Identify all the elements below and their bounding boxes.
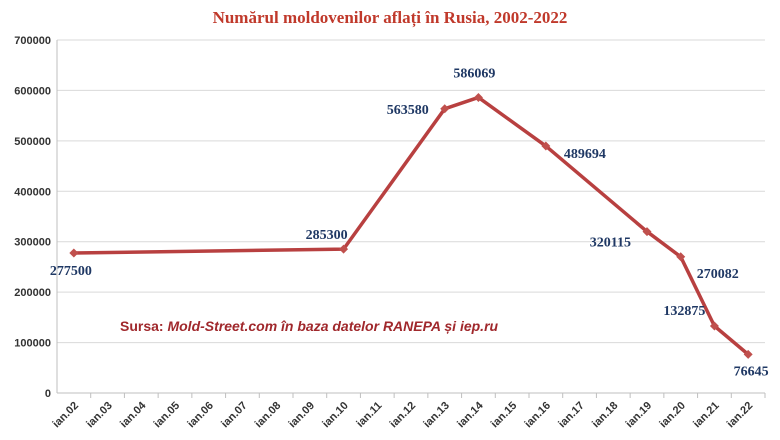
x-tick-label: ian.08	[253, 400, 284, 431]
x-tick-label: ian.12	[388, 400, 419, 431]
source-text: Mold-Street.com în baza datelor RANEPA ș…	[167, 318, 498, 334]
data-label: 563580	[387, 103, 429, 118]
data-point-marker	[339, 244, 349, 254]
data-point-marker	[440, 104, 450, 114]
x-tick-label: ian.10	[320, 400, 351, 431]
axes	[56, 40, 765, 394]
data-label: 132875	[663, 304, 705, 319]
x-tick-label: ian.15	[489, 400, 520, 431]
x-tick-label: ian.18	[590, 400, 621, 431]
y-tick-label: 600000	[14, 85, 51, 97]
x-tick-label: ian.05	[152, 400, 183, 431]
data-labels: 277500 285300 563580 586069 489694 320115 2700…	[50, 66, 769, 379]
chart-title: Numărul moldovenilor aflați în Rusia, 20…	[213, 8, 568, 28]
x-tick-label: ian.20	[657, 400, 688, 431]
x-tick-label: ian.02	[51, 400, 82, 431]
data-label: 586069	[453, 66, 495, 81]
data-label: 285300	[306, 228, 348, 243]
x-tick-label: ian.16	[523, 400, 554, 431]
x-tick-label: ian.06	[185, 400, 216, 431]
y-tick-label: 700000	[14, 35, 51, 47]
x-tick-label: ian.11	[354, 400, 384, 430]
x-axis-ticks: ian.02 ian.03 ian.04 ian.05 ian.06 ian.07 ian.…	[51, 393, 766, 431]
y-axis-ticks: 0 100000 200000 300000 400000 500000 600000 700…	[14, 35, 51, 400]
x-tick-label: ian.14	[455, 399, 486, 430]
y-tick-label: 100000	[14, 338, 51, 350]
gridlines	[57, 39, 765, 344]
data-label: 489694	[564, 147, 606, 162]
x-tick-label: ian.03	[84, 400, 115, 431]
y-tick-label: 400000	[14, 186, 51, 198]
data-markers	[69, 92, 753, 359]
y-tick-label: 0	[45, 388, 51, 400]
x-tick-label: ian.13	[421, 400, 452, 431]
x-tick-label: ian.22	[725, 400, 756, 431]
data-point-marker	[69, 248, 79, 258]
x-tick-label: ian.07	[219, 400, 250, 431]
data-point-marker	[642, 227, 652, 237]
series-line	[73, 95, 750, 356]
y-tick-label: 300000	[14, 237, 51, 249]
x-tick-label: ian.04	[118, 399, 149, 430]
data-point-marker	[676, 252, 686, 262]
x-tick-label: ian.09	[287, 400, 318, 431]
data-point-marker	[743, 349, 753, 359]
source-prefix: Sursa:	[120, 318, 167, 334]
x-tick-label: ian.21	[691, 400, 722, 431]
x-tick-label: ian.19	[624, 400, 655, 431]
data-point-marker	[473, 92, 483, 102]
data-point-marker	[709, 321, 719, 331]
source-note: Sursa: Mold-Street.com în baza datelor R…	[120, 318, 499, 334]
data-point-marker	[541, 141, 551, 151]
data-label: 76645	[734, 364, 769, 379]
y-tick-label: 500000	[14, 136, 51, 148]
x-tick-label: ian.17	[556, 400, 587, 431]
y-tick-label: 200000	[14, 287, 51, 299]
data-label: 320115	[590, 236, 631, 251]
data-label: 277500	[50, 264, 92, 279]
data-label: 270082	[697, 267, 739, 282]
